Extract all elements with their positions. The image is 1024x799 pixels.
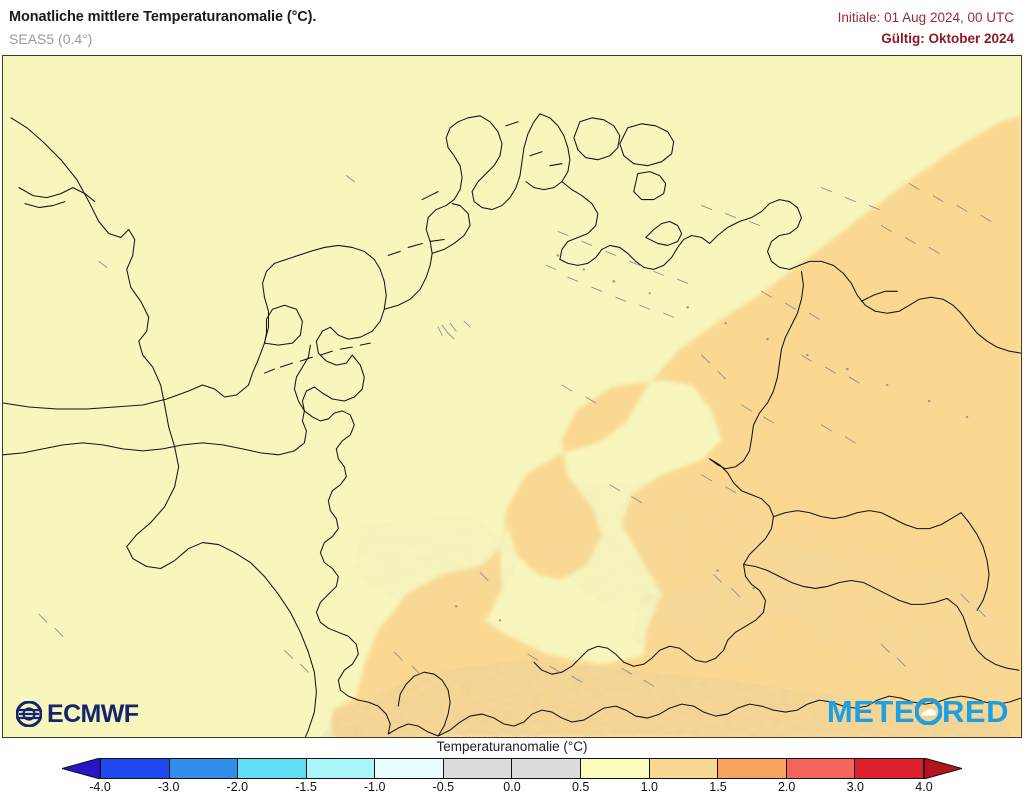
colorbar-band-4[interactable]: [375, 759, 444, 778]
meteored-cloud-icon: [915, 696, 943, 727]
country-borders-layer: [3, 270, 1021, 737]
colorbar-title: Temperaturanomalie (°C): [436, 739, 588, 754]
colorbar-panel: Temperaturanomalie (°C) -4.0 -3.0 -2.0 -1.5…: [0, 738, 1024, 799]
colorbar-tick--0.5: -0.5: [432, 780, 455, 794]
colorbar-band-10[interactable]: [786, 759, 856, 778]
colorbar-band-9[interactable]: [718, 759, 787, 778]
colorbar-tick-2.0: 2.0: [777, 780, 796, 794]
map-panel[interactable]: ECMWF METE RED: [2, 55, 1022, 738]
valid-time-label: Gültig: Oktober 2024: [881, 31, 1014, 46]
colorbar-tick--1.5: -1.5: [295, 780, 317, 794]
lake-speckles-layer: [454, 254, 969, 622]
meteored-wordmark: METE RED: [827, 696, 1009, 727]
colorbar-band-5[interactable]: [443, 759, 513, 778]
colorbar-under-arrow: [62, 758, 100, 779]
anomaly-map[interactable]: [3, 56, 1021, 737]
colorbar-band-2[interactable]: [238, 759, 307, 778]
init-time-label: Initiale: 01 Aug 2024, 00 UTC: [837, 10, 1014, 25]
terrain-shading-carpathians: [631, 544, 1012, 695]
colorbar-row[interactable]: [62, 758, 962, 779]
ecmwf-wordmark: ECMWF: [47, 700, 139, 728]
coastlines-layer: [3, 113, 1021, 737]
colorbar-band-11[interactable]: [855, 759, 923, 778]
colorbar-tick--4.0: -4.0: [89, 780, 111, 794]
colorbar-tick-4.0: 4.0: [915, 780, 933, 794]
colorbar-band-0[interactable]: [101, 759, 170, 778]
colorbar-band-3[interactable]: [306, 759, 376, 778]
meteored-logo: METE RED: [827, 696, 1009, 727]
colorbar-over-arrow: [924, 758, 962, 779]
colorbar-bands[interactable]: [100, 758, 924, 779]
meteored-text-part2: RED: [942, 694, 1009, 729]
colorbar-tick-3.0: 3.0: [846, 780, 865, 794]
ecmwf-globe-icon: [16, 701, 42, 727]
colorbar-band-1[interactable]: [169, 759, 239, 778]
colorbar-band-6[interactable]: [512, 759, 582, 778]
model-subtitle: SEAS5 (0.4°): [9, 31, 93, 47]
colorbar-tick-0.0: 0.0: [503, 780, 521, 794]
colorbar-tick-1.0: 1.0: [640, 780, 659, 794]
terrain-shading-uplands: [352, 479, 842, 625]
colorbar-tick--2.0: -2.0: [226, 780, 249, 794]
ecmwf-logo: ECMWF: [13, 699, 145, 729]
colorbar-tick--1.0: -1.0: [363, 780, 386, 794]
meteored-text-part1: METE: [826, 694, 916, 729]
colorbar-tick-labels: -4.0 -3.0 -2.0 -1.5 -1.0 -0.5 0.0 0.5 1.0 1.5 2.0 3…: [62, 780, 962, 796]
colorbar-tick-1.5: 1.5: [709, 780, 727, 794]
colorbar-band-8[interactable]: [649, 759, 719, 778]
page-title: Monatliche mittlere Temperaturanomalie (…: [9, 9, 317, 25]
rivers-layer: [38, 175, 992, 687]
colorbar-tick--3.0: -3.0: [157, 780, 180, 794]
colorbar-band-7[interactable]: [581, 759, 650, 778]
header-bar: Monatliche mittlere Temperaturanomalie (…: [0, 0, 1024, 55]
terrain-shading-alps: [322, 659, 1012, 737]
colorbar-tick-0.5: 0.5: [571, 780, 590, 794]
